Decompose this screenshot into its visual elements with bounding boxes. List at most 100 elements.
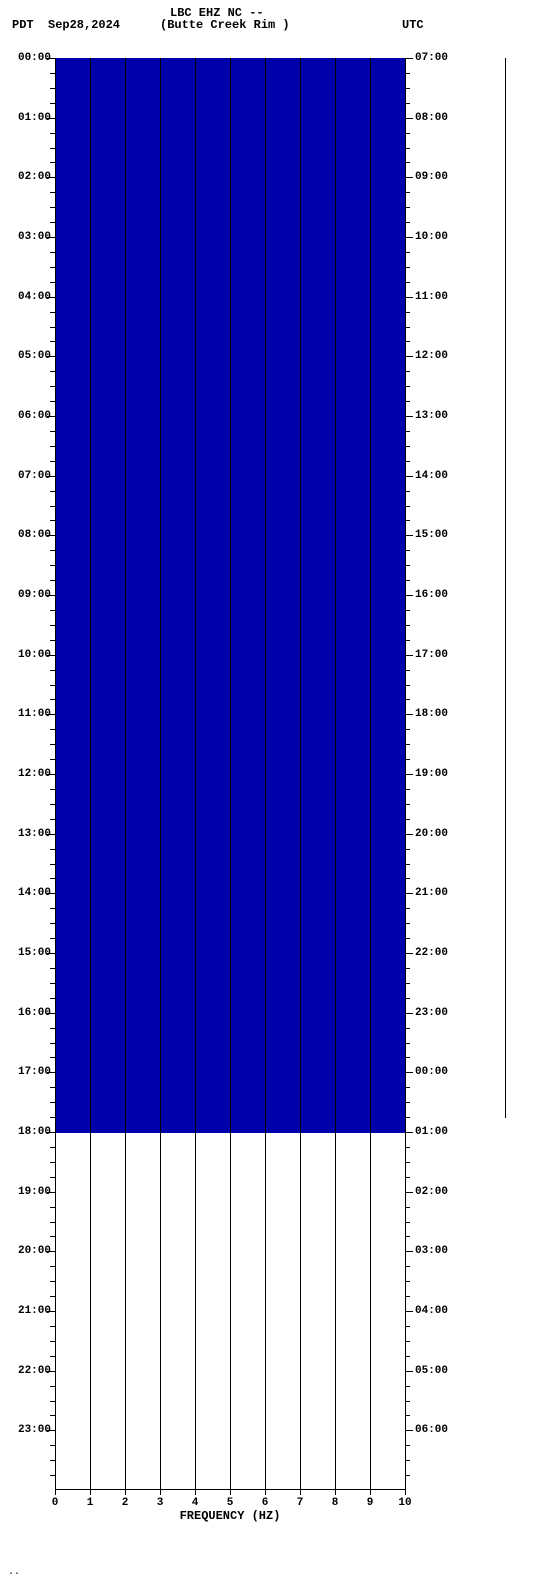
x-tick (160, 1489, 161, 1495)
y-label-left: 16:00 (18, 1007, 51, 1019)
gridline-vertical (300, 58, 301, 1489)
y-label-left: 08:00 (18, 529, 51, 541)
y-minor-tick-left (50, 849, 55, 850)
y-label-right: 15:00 (415, 529, 448, 541)
y-minor-tick-left (50, 819, 55, 820)
y-label-right: 05:00 (415, 1365, 448, 1377)
y-minor-tick-right (405, 461, 410, 462)
gridline-vertical (370, 58, 371, 1489)
x-tick-label: 7 (297, 1497, 304, 1509)
y-minor-tick-right (405, 1222, 410, 1223)
y-minor-tick-right (405, 1087, 410, 1088)
y-label-right: 08:00 (415, 112, 448, 124)
gridline-vertical (230, 58, 231, 1489)
y-label-right: 13:00 (415, 410, 448, 422)
y-label-left: 01:00 (18, 112, 51, 124)
y-minor-tick-right (405, 998, 410, 999)
y-minor-tick-right (405, 1356, 410, 1357)
y-minor-tick-right (405, 1102, 410, 1103)
y-minor-tick-left (50, 222, 55, 223)
y-minor-tick-left (50, 312, 55, 313)
y-minor-tick-left (50, 983, 55, 984)
x-tick (405, 1489, 406, 1495)
y-minor-tick-right (405, 625, 410, 626)
y-minor-tick-right (405, 1117, 410, 1118)
y-tick-right (405, 297, 413, 298)
y-minor-tick-right (405, 1236, 410, 1237)
y-minor-tick-left (50, 1401, 55, 1402)
y-tick-right (405, 1430, 413, 1431)
x-tick (230, 1489, 231, 1495)
y-minor-tick-left (50, 341, 55, 342)
y-minor-tick-right (405, 267, 410, 268)
y-minor-tick-left (50, 580, 55, 581)
y-minor-tick-left (50, 1028, 55, 1029)
y-minor-tick-right (405, 759, 410, 760)
y-label-right: 11:00 (415, 291, 448, 303)
y-minor-tick-left (50, 1087, 55, 1088)
y-label-right: 07:00 (415, 52, 448, 64)
y-tick-right (405, 118, 413, 119)
y-minor-tick-left (50, 1147, 55, 1148)
y-label-right: 21:00 (415, 887, 448, 899)
y-minor-tick-left (50, 1296, 55, 1297)
y-minor-tick-left (50, 804, 55, 805)
gridline-vertical (195, 58, 196, 1489)
y-minor-tick-left (50, 431, 55, 432)
location-label: (Butte Creek Rim ) (160, 18, 290, 32)
y-minor-tick-left (50, 1043, 55, 1044)
y-minor-tick-left (50, 1386, 55, 1387)
y-tick-right (405, 237, 413, 238)
x-tick-label: 8 (332, 1497, 339, 1509)
y-minor-tick-left (50, 729, 55, 730)
y-minor-tick-right (405, 282, 410, 283)
y-label-right: 01:00 (415, 1126, 448, 1138)
y-label-right: 19:00 (415, 768, 448, 780)
spectrogram-plot: FREQUENCY (HZ) 01234567891000:0007:0001:… (55, 58, 405, 1490)
y-minor-tick-left (50, 1057, 55, 1058)
y-minor-tick-left (50, 670, 55, 671)
x-tick-label: 2 (122, 1497, 129, 1509)
y-minor-tick-right (405, 133, 410, 134)
y-label-right: 09:00 (415, 171, 448, 183)
y-minor-tick-left (50, 282, 55, 283)
y-minor-tick-left (50, 103, 55, 104)
y-label-left: 23:00 (18, 1424, 51, 1436)
y-minor-tick-left (50, 640, 55, 641)
y-label-right: 14:00 (415, 470, 448, 482)
chart-header: PDT Sep28,2024 LBC EHZ NC -- (Butte Cree… (0, 0, 552, 40)
y-tick-right (405, 1311, 413, 1312)
y-minor-tick-left (50, 968, 55, 969)
y-tick-right (405, 1251, 413, 1252)
y-minor-tick-right (405, 1177, 410, 1178)
y-minor-tick-left (50, 1281, 55, 1282)
y-label-right: 04:00 (415, 1305, 448, 1317)
y-minor-tick-left (50, 1341, 55, 1342)
y-label-left: 20:00 (18, 1245, 51, 1257)
y-label-right: 18:00 (415, 708, 448, 720)
y-minor-tick-right (405, 386, 410, 387)
y-minor-tick-left (50, 1102, 55, 1103)
y-tick-right (405, 655, 413, 656)
y-minor-tick-left (50, 73, 55, 74)
y-minor-tick-left (50, 699, 55, 700)
y-label-left: 07:00 (18, 470, 51, 482)
y-tick-right (405, 177, 413, 178)
tz-right-label: UTC (402, 18, 424, 32)
y-label-left: 18:00 (18, 1126, 51, 1138)
y-minor-tick-left (50, 252, 55, 253)
y-minor-tick-left (50, 1445, 55, 1446)
y-minor-tick-right (405, 1281, 410, 1282)
y-tick-right (405, 1132, 413, 1133)
y-label-left: 19:00 (18, 1186, 51, 1198)
y-tick-right (405, 1371, 413, 1372)
y-label-left: 22:00 (18, 1365, 51, 1377)
y-minor-tick-right (405, 699, 410, 700)
y-tick-right (405, 356, 413, 357)
y-minor-tick-right (405, 983, 410, 984)
y-minor-tick-left (50, 1475, 55, 1476)
y-minor-tick-left (50, 550, 55, 551)
y-minor-tick-left (50, 923, 55, 924)
y-minor-tick-right (405, 1401, 410, 1402)
gridline-vertical (55, 58, 56, 1489)
